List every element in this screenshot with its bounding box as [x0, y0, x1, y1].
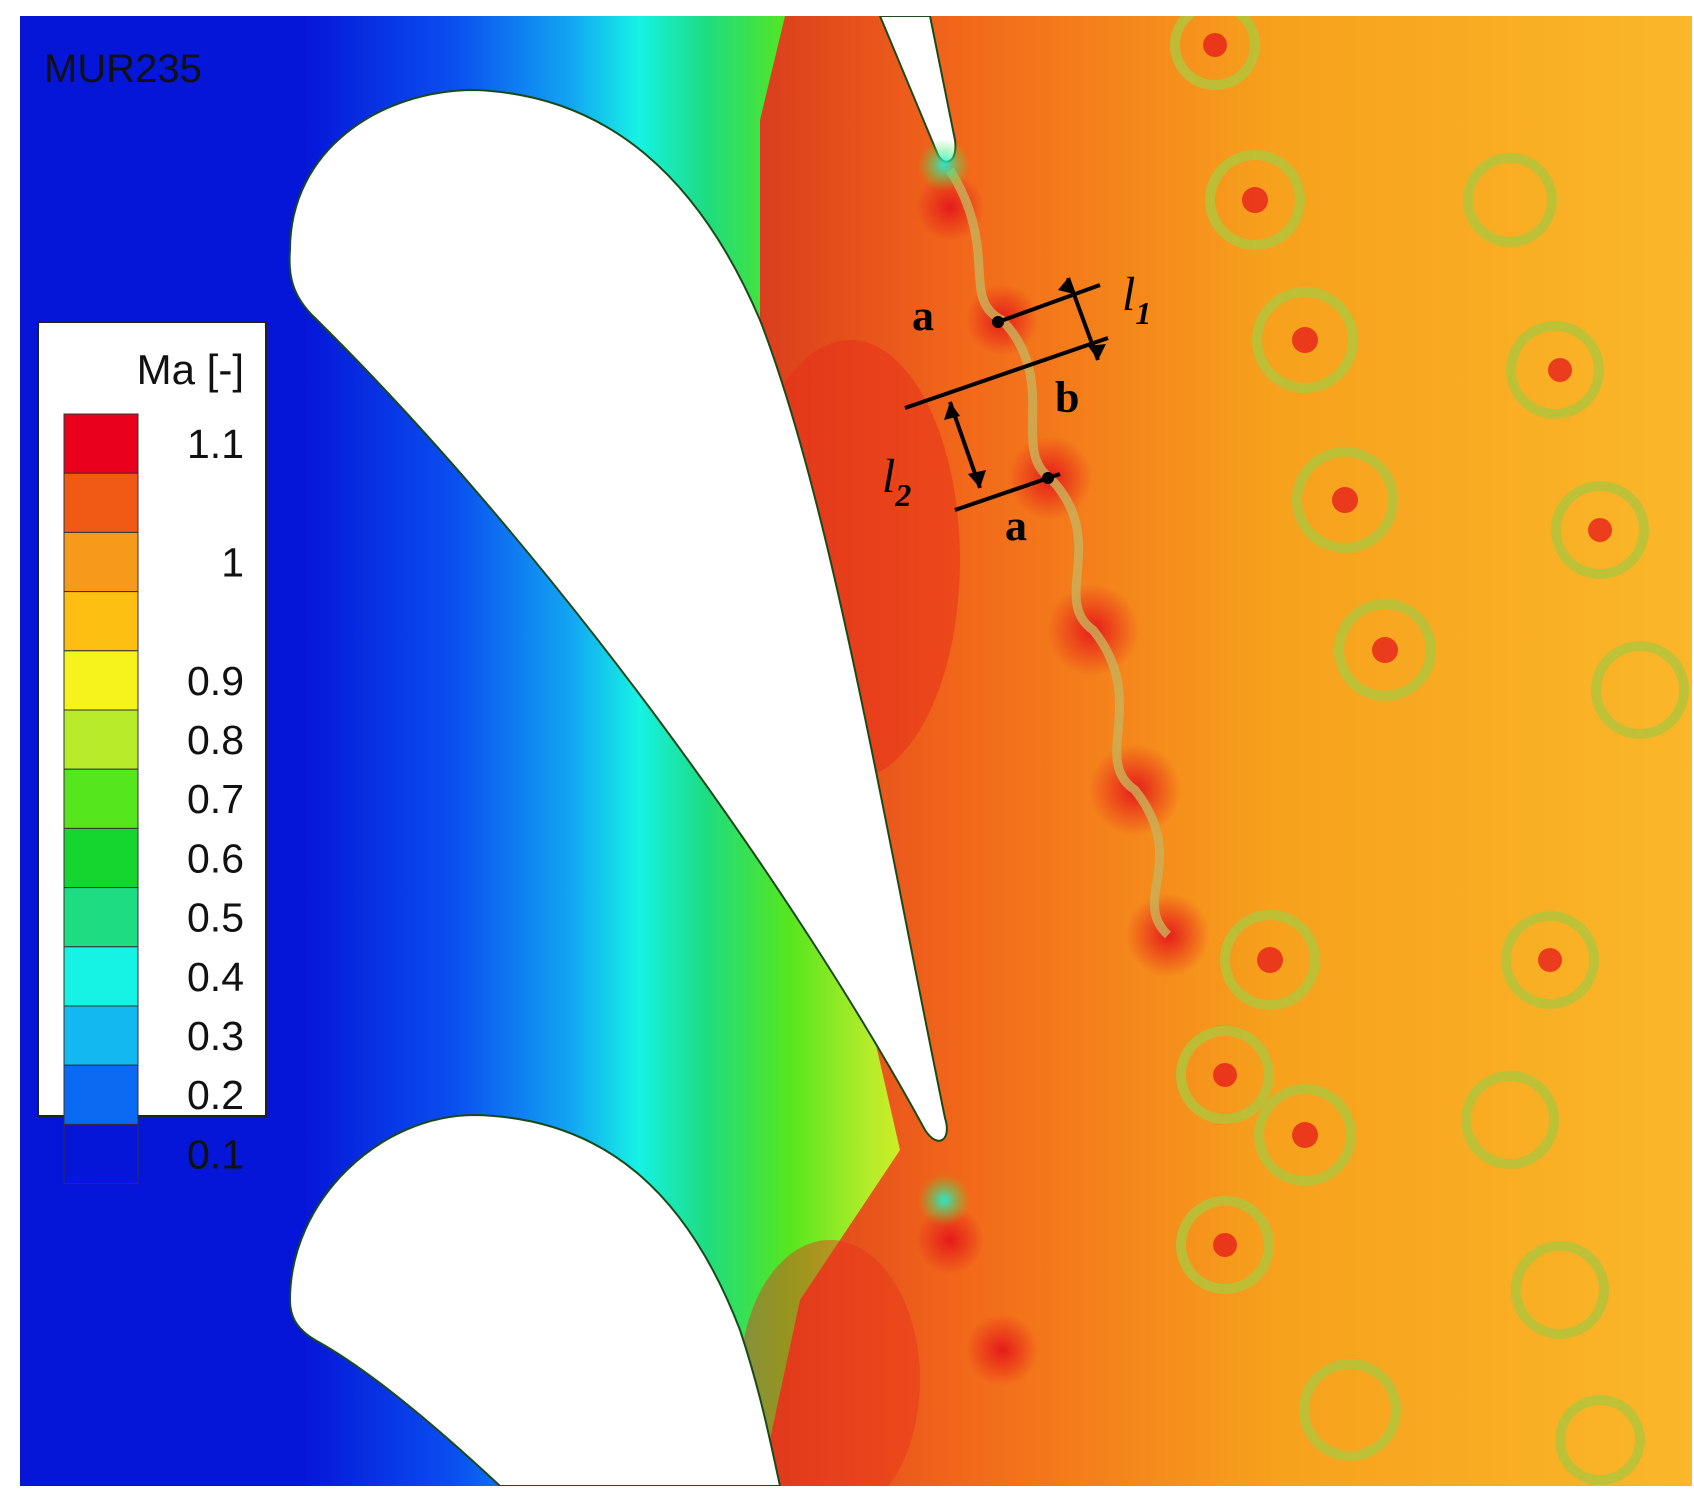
vortex-street [916, 16, 1689, 1485]
downstream-vortices [1170, 16, 1689, 1485]
trailing-edge-tip-region [918, 1174, 970, 1226]
legend-band [63, 1123, 139, 1185]
downstream-vortex-cores [1203, 33, 1612, 1257]
arrowhead [1058, 278, 1074, 294]
legend-tick-label: 0.3 [187, 1013, 244, 1059]
legend-tick-label: 0.7 [187, 776, 244, 822]
label-l1: l1 [1122, 268, 1151, 331]
vortex-marker [1042, 472, 1054, 484]
color-legend: Ma [-] 1.1 1 0.9 0.8 0.7 0.6 0.5 0.4 0.3 0.2 0.1 [37, 321, 267, 1185]
arrowhead [944, 402, 960, 420]
turbine-blade-upper [288, 88, 948, 1142]
label-vortex-a-lower: a [1005, 501, 1027, 550]
legend-tick-label: 0.5 [187, 895, 244, 941]
case-label: MUR235 [44, 47, 202, 91]
legend-band [63, 946, 139, 1007]
vortex-spacing-annotations [904, 277, 1109, 512]
label-vortex-b: b [1055, 373, 1079, 422]
spacing-line-b [904, 336, 1109, 410]
legend-tick-label: 0.2 [187, 1072, 244, 1118]
turbine-blade-lower [288, 1113, 782, 1486]
vortex-filament [946, 167, 1172, 939]
legend-band [63, 709, 139, 770]
legend-band [63, 1064, 139, 1125]
legend-tick-label: 0.9 [187, 658, 244, 704]
arrowhead [1088, 344, 1106, 360]
legend-band [63, 768, 139, 829]
vortex-core [966, 1314, 1038, 1386]
legend-band [63, 1005, 139, 1066]
legend-title: Ma [-] [137, 346, 244, 393]
legend-band [63, 472, 139, 533]
label-vortex-a-upper: a [912, 291, 934, 340]
vortex-marker [992, 316, 1004, 328]
label-l2: l2 [882, 450, 911, 513]
legend-tick-label: 0.1 [187, 1131, 244, 1177]
legend-band [63, 887, 139, 948]
legend-band [63, 827, 139, 889]
legend-tick-label: 1.1 [187, 421, 244, 467]
legend-tick-label: 0.4 [187, 954, 244, 1000]
legend-tick-labels: 1.1 1 0.9 0.8 0.7 0.6 0.5 0.4 0.3 0.2 0.1 [187, 421, 244, 1177]
suction-side-wake-region [760, 16, 1692, 1486]
legend-band [63, 650, 139, 711]
legend-color-bands [63, 413, 139, 1185]
trailing-edge-tip-region [918, 139, 970, 191]
legend-tick-label: 1 [221, 539, 244, 585]
vortex-core [916, 173, 984, 241]
legend-band [63, 531, 139, 593]
flow-field [20, 16, 1692, 1486]
legend-tick-label: 0.8 [187, 717, 244, 763]
legend-band [63, 591, 139, 652]
legend-tick-label: 0.6 [187, 835, 244, 881]
legend-band [63, 413, 139, 474]
supersonic-zone-lower [740, 1240, 920, 1486]
arrowhead [968, 470, 986, 488]
spacing-line-a-upper [997, 283, 1101, 324]
